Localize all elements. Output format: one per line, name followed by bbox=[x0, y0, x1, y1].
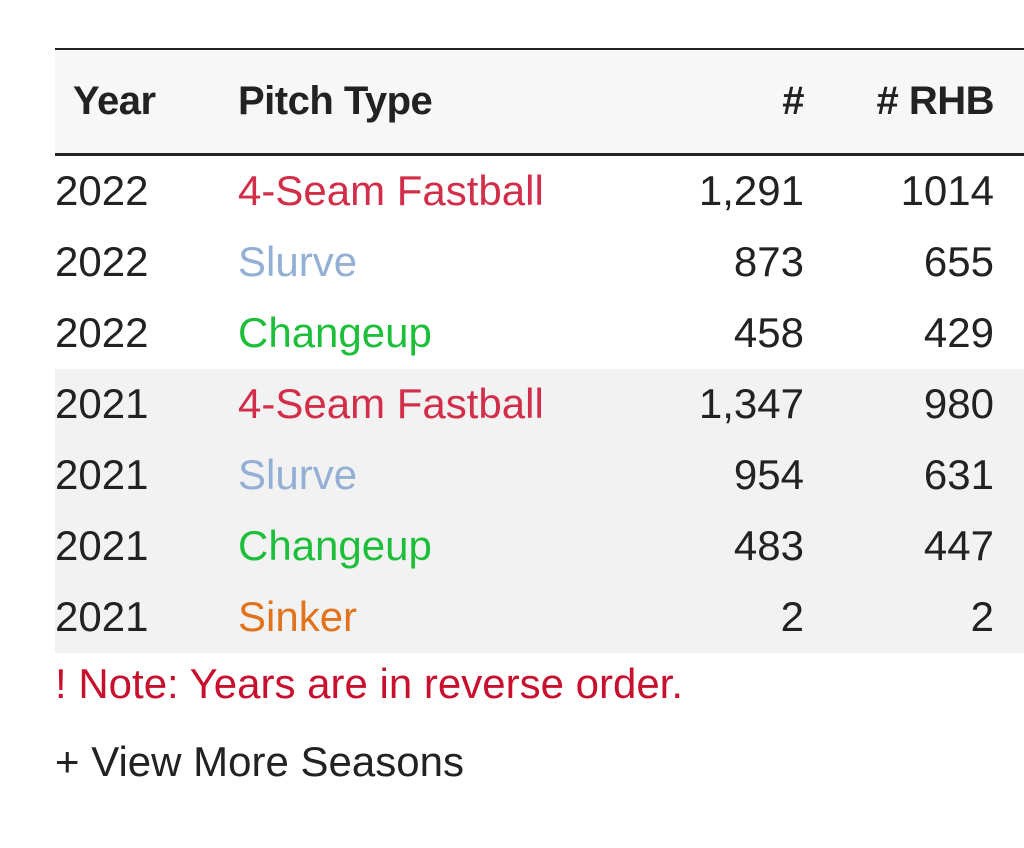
cell-pitch-type: 4-Seam Fastball bbox=[238, 167, 544, 214]
cell-pitch-type: Changeup bbox=[238, 309, 432, 356]
table-row: 2022 Changeup 458 429 bbox=[55, 297, 1024, 369]
cell-spacer bbox=[994, 440, 1024, 511]
cell-count: 483 bbox=[733, 522, 804, 569]
header-rhb[interactable]: # RHB bbox=[804, 50, 995, 156]
cell-rhb: 1014 bbox=[900, 167, 994, 214]
table-row: 2021 Changeup 483 447 bbox=[55, 510, 1024, 582]
pitch-arsenal-table: Year Pitch Type # # RHB 2022 4-Seam Fastb… bbox=[55, 50, 1024, 653]
table-row: 2022 Slurve 873 655 bbox=[55, 226, 1024, 298]
table-body: 2022 4-Seam Fastball 1,291 1014 2022 Slurve 87… bbox=[55, 154, 1024, 653]
cell-pitch-type: Slurve bbox=[238, 451, 358, 498]
header-year[interactable]: Year bbox=[55, 50, 238, 156]
cell-pitch-type: Changeup bbox=[238, 522, 432, 569]
cell-rhb: 429 bbox=[923, 309, 994, 356]
view-more-seasons-link[interactable]: + View More Seasons bbox=[55, 738, 464, 785]
cell-rhb: 447 bbox=[923, 522, 994, 569]
cell-spacer bbox=[994, 154, 1024, 227]
table-row: 2021 Slurve 954 631 bbox=[55, 439, 1024, 511]
cell-year: 2021 bbox=[55, 380, 149, 427]
pitch-arsenal-table-container: Year Pitch Type # # RHB 2022 4-Seam Fastb… bbox=[55, 48, 1024, 653]
cell-year: 2022 bbox=[55, 238, 149, 285]
cell-year: 2022 bbox=[55, 167, 149, 214]
cell-year: 2021 bbox=[55, 451, 149, 498]
cell-count: 1,347 bbox=[698, 380, 804, 427]
cell-year: 2022 bbox=[55, 309, 149, 356]
cell-rhb: 2 bbox=[970, 593, 994, 640]
cell-pitch-type: Slurve bbox=[238, 238, 358, 285]
cell-count: 458 bbox=[733, 309, 804, 356]
header-count[interactable]: # bbox=[658, 50, 805, 156]
cell-count: 873 bbox=[733, 238, 804, 285]
cell-spacer bbox=[994, 511, 1024, 582]
cell-count: 954 bbox=[733, 451, 804, 498]
cell-year: 2021 bbox=[55, 522, 149, 569]
header-pitch-type[interactable]: Pitch Type bbox=[238, 50, 658, 156]
header-spacer bbox=[994, 50, 1024, 156]
cell-rhb: 655 bbox=[923, 238, 994, 285]
cell-rhb: 631 bbox=[923, 451, 994, 498]
header-row: Year Pitch Type # # RHB bbox=[55, 50, 1024, 156]
cell-spacer bbox=[994, 369, 1024, 440]
cell-rhb: 980 bbox=[923, 380, 994, 427]
table-row: 2021 4-Seam Fastball 1,347 980 bbox=[55, 368, 1024, 440]
cell-count: 1,291 bbox=[698, 167, 804, 214]
cell-count: 2 bbox=[780, 593, 804, 640]
cell-pitch-type: 4-Seam Fastball bbox=[238, 380, 544, 427]
reverse-order-note: ! Note: Years are in reverse order. bbox=[55, 660, 684, 707]
cell-spacer bbox=[994, 582, 1024, 653]
table-row: 2021 Sinker 2 2 bbox=[55, 581, 1024, 653]
cell-spacer bbox=[994, 298, 1024, 369]
table-header: Year Pitch Type # # RHB bbox=[55, 50, 1024, 156]
table-row: 2022 4-Seam Fastball 1,291 1014 bbox=[55, 154, 1024, 227]
cell-pitch-type: Sinker bbox=[238, 593, 358, 640]
cell-year: 2021 bbox=[55, 593, 149, 640]
cell-spacer bbox=[994, 227, 1024, 298]
table-top-rule bbox=[55, 48, 1024, 50]
